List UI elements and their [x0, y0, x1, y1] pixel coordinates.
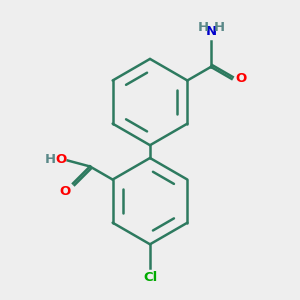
Text: N: N: [205, 25, 217, 38]
Text: O: O: [59, 185, 70, 198]
Text: H: H: [213, 21, 224, 34]
Text: Cl: Cl: [143, 271, 157, 284]
Text: H: H: [197, 21, 208, 34]
Text: O: O: [56, 153, 67, 166]
Text: O: O: [236, 72, 247, 86]
Text: H: H: [44, 153, 56, 166]
